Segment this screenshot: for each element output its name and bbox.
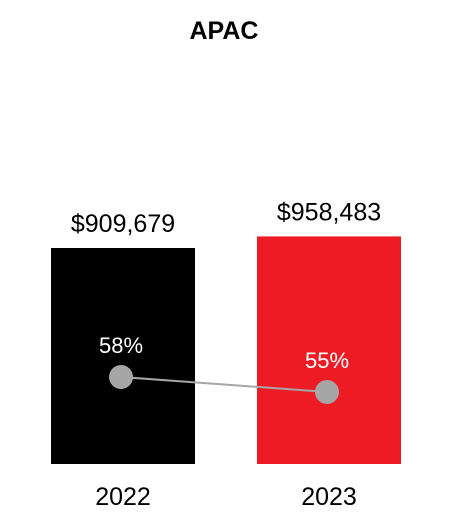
line-overlay: 58% 55% — [99, 333, 349, 404]
bar-group: $909,679 2022 $958,483 2023 — [51, 198, 401, 511]
chart-title: APAC — [190, 17, 259, 45]
bar-2022 — [51, 248, 195, 464]
percent-label-2022: 58% — [99, 333, 143, 358]
bar-value-label-2022: $909,679 — [71, 210, 175, 238]
bar-2023 — [257, 236, 401, 464]
percent-point-2022 — [109, 365, 133, 389]
percent-point-2023 — [315, 380, 339, 404]
bar-value-label-2023: $958,483 — [277, 198, 381, 226]
x-tick-label-2023: 2023 — [301, 483, 357, 511]
x-tick-label-2022: 2022 — [95, 483, 151, 511]
percent-line — [120, 376, 328, 393]
percent-label-2023: 55% — [305, 348, 349, 373]
